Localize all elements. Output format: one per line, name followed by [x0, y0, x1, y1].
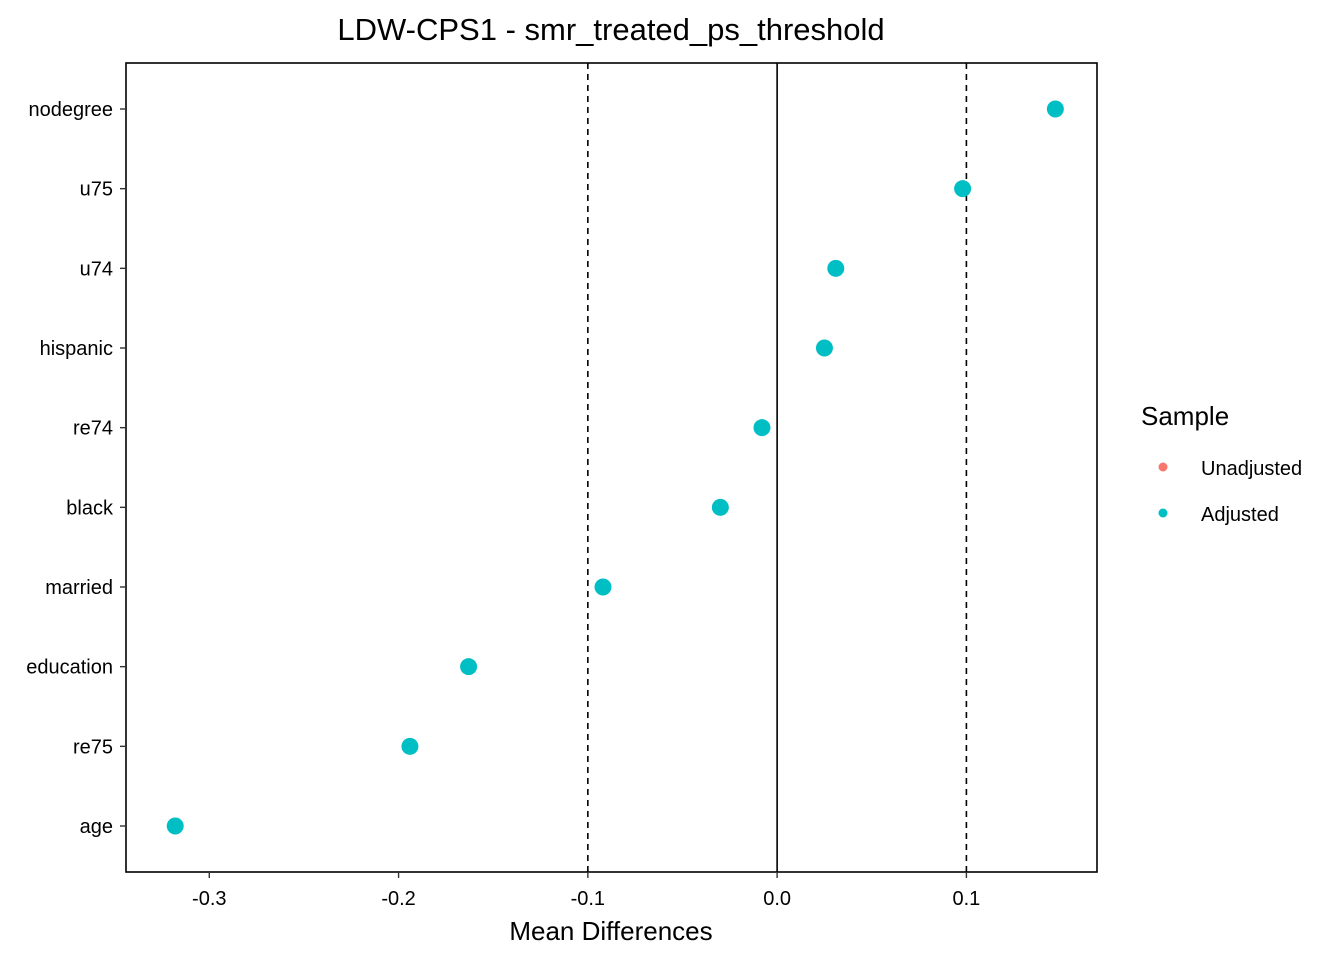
point-adjusted-nodegree [1046, 100, 1064, 118]
point-adjusted-education [460, 658, 478, 676]
point-adjusted-married [594, 578, 612, 596]
data-points [166, 100, 1064, 835]
point-adjusted-re75 [401, 737, 419, 755]
point-adjusted-u75 [954, 180, 972, 198]
y-tick-label: education [26, 657, 113, 679]
x-tick-label: 0.0 [763, 888, 791, 910]
legend-title: Sample [1141, 401, 1229, 431]
point-adjusted-re74 [753, 419, 771, 437]
y-tick-label: u74 [80, 258, 113, 280]
chart-title: LDW-CPS1 - smr_treated_ps_threshold [337, 12, 884, 47]
x-tick-label: -0.1 [571, 888, 605, 910]
reference-lines [587, 63, 968, 872]
legend-key-unadjusted [1158, 462, 1168, 472]
y-tick-label: black [66, 497, 114, 519]
plot-panel [125, 62, 1098, 873]
y-tick-label: nodegree [28, 99, 113, 121]
y-tick-label: married [45, 577, 113, 599]
legend-label-adjusted: Adjusted [1201, 504, 1279, 526]
point-adjusted-u74 [827, 259, 845, 277]
legend: Sample Unadjusted Adjusted [1141, 401, 1302, 526]
legend-label-unadjusted: Unadjusted [1201, 458, 1302, 480]
y-tick-label: age [80, 816, 113, 838]
point-adjusted-black [711, 498, 729, 516]
legend-items: Unadjusted Adjusted [1158, 458, 1302, 526]
x-axis-title: Mean Differences [509, 916, 712, 946]
y-tick-label: u75 [80, 179, 113, 201]
y-axis: age re75 education married black re74 hispanic… [26, 99, 126, 838]
y-tick-label: re74 [73, 418, 113, 440]
x-tick-label: -0.2 [381, 888, 415, 910]
y-tick-label: hispanic [40, 338, 113, 360]
x-tick-label: 0.1 [952, 888, 980, 910]
point-adjusted-hispanic [815, 339, 833, 357]
x-axis: -0.3 -0.2 -0.1 0.0 0.1 [192, 872, 980, 910]
x-tick-label: -0.3 [192, 888, 226, 910]
legend-key-adjusted [1158, 508, 1168, 518]
point-adjusted-age [166, 817, 184, 835]
y-tick-label: re75 [73, 736, 113, 758]
